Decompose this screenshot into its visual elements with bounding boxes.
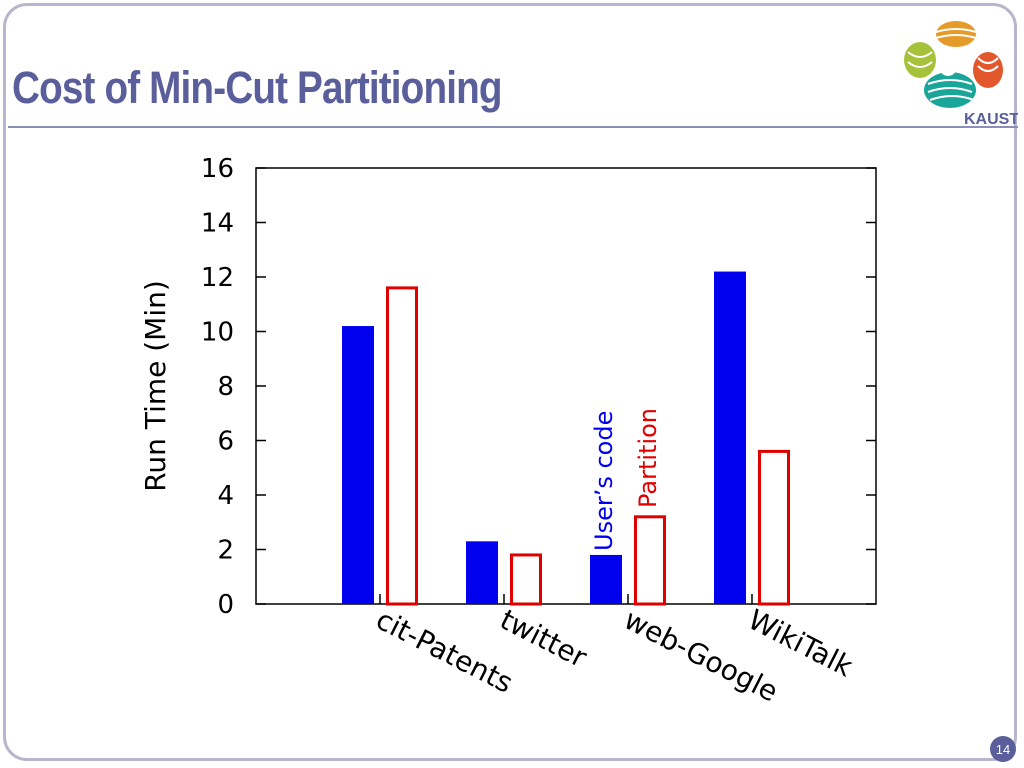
- bar-1-1: [510, 553, 542, 606]
- y-tick-label: 12: [201, 263, 234, 293]
- y-tick-label: 14: [201, 209, 234, 239]
- y-tick-label: 8: [217, 372, 234, 402]
- x-tick-label: twitter: [495, 603, 593, 675]
- title-divider: [8, 126, 1018, 128]
- y-tick-label: 2: [217, 536, 234, 566]
- slide-title: Cost of Min-Cut Partitioning: [12, 62, 503, 113]
- bar-1-0: [386, 286, 418, 606]
- y-tick-label: 6: [217, 427, 234, 457]
- page-number: 14: [990, 736, 1016, 762]
- y-tick-label: 16: [201, 154, 234, 184]
- y-tick-label: 4: [217, 481, 234, 511]
- logo-petal-left: [904, 42, 936, 78]
- y-tick-label: 0: [217, 590, 234, 620]
- slide-frame: [3, 3, 1017, 761]
- legend-label-0: User’s code: [590, 411, 618, 551]
- bar-0-3: [714, 271, 746, 604]
- bar-1-3: [758, 449, 790, 606]
- y-tick-label: 10: [201, 318, 234, 348]
- bar-0-0: [342, 326, 374, 604]
- bar-1-2: [634, 515, 666, 606]
- x-tick-label: cit-Patents: [371, 603, 518, 700]
- y-axis-label: Run Time (Min): [139, 280, 172, 492]
- bar-0-1: [466, 541, 498, 604]
- kaust-logo-icon: KAUST: [904, 21, 1018, 128]
- logo-text: KAUST: [964, 111, 1018, 128]
- legend-label-1: Partition: [634, 408, 662, 508]
- bar-0-2: [590, 554, 622, 604]
